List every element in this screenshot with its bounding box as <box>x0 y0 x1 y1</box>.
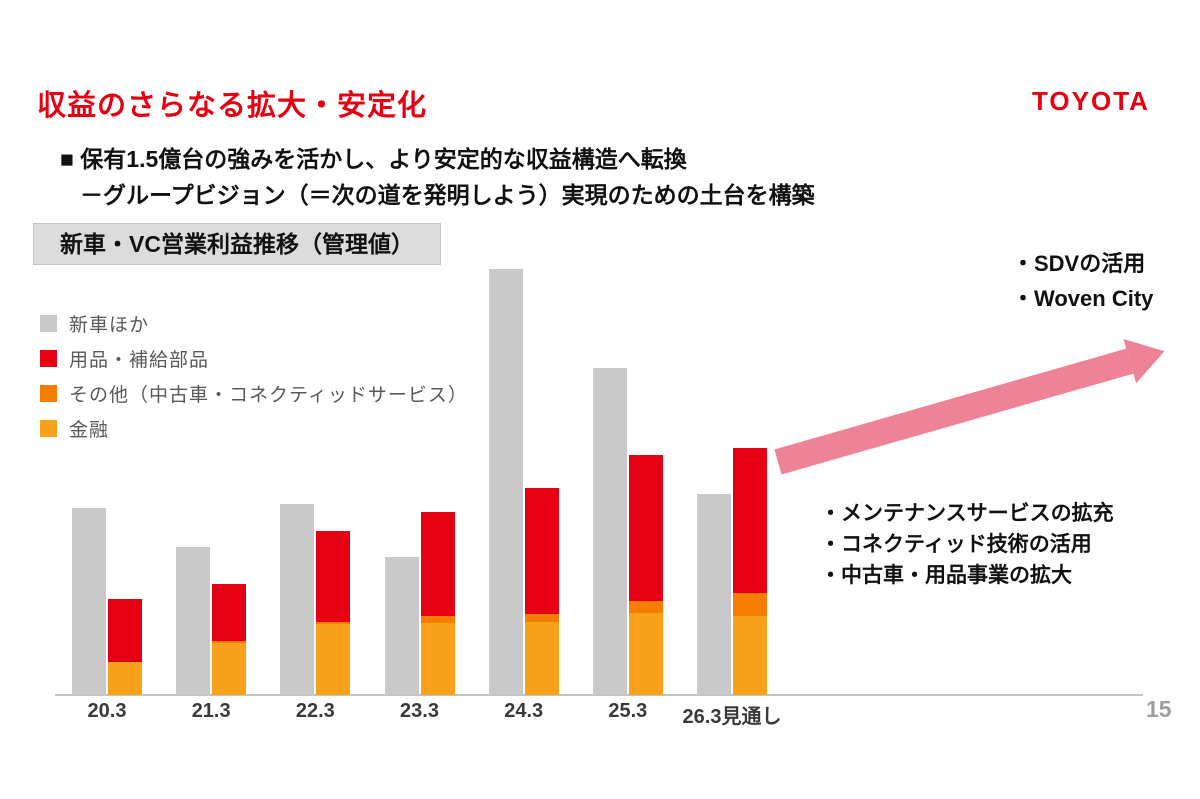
bar-newcar-21.3 <box>176 547 211 695</box>
annotation-used-car: ・中古車・用品事業の拡大 <box>820 564 1072 587</box>
legend-swatch-red <box>40 350 57 367</box>
legend-swatch-gray <box>40 315 57 332</box>
legend-label: 用品・補給部品 <box>69 350 210 371</box>
bar-segment-red-25.3 <box>628 455 663 601</box>
bar-newcar-24.3 <box>488 269 523 695</box>
bar-segment-red-20.3 <box>108 599 142 662</box>
x-axis-line <box>55 694 1143 696</box>
bar-segment-amber-24.3 <box>524 622 559 695</box>
growth-arrow <box>772 329 1171 484</box>
legend-label: その他（中古車・コネクティッドサービス） <box>69 385 468 406</box>
x-axis-label: 25.3 <box>608 700 648 722</box>
bar-segment-orange-23.3 <box>420 616 455 623</box>
legend-swatch-amber <box>40 420 57 437</box>
bar-segment-orange-25.3 <box>628 601 663 613</box>
bar-segment-orange-26.3見通し <box>733 593 768 616</box>
annotation-top-right: ・SDVの活用 ・Woven City <box>1012 246 1153 316</box>
bar-newcar-20.3 <box>72 508 106 695</box>
bar-segment-amber-22.3 <box>316 624 351 695</box>
bar-segment-orange-24.3 <box>524 614 559 622</box>
bar-segment-amber-25.3 <box>628 613 663 695</box>
legend-item: 用品・補給部品 <box>40 341 468 376</box>
bar-newcar-23.3 <box>384 557 419 695</box>
bar-segment-red-26.3見通し <box>733 448 768 593</box>
legend-label: 金融 <box>69 420 110 441</box>
bar-segment-red-23.3 <box>420 512 455 616</box>
annotation-woven-city: ・Woven City <box>1012 286 1154 311</box>
key-message-line-1: ■ 保有1.5億台の強みを活かし、より安定的な収益構造へ転換 <box>60 146 687 172</box>
legend-label: 新車ほか <box>69 315 150 336</box>
key-message-line-2: －グループビジョン（＝次の道を発明しよう）実現のための土台を構築 <box>80 182 815 208</box>
bar-newcar-22.3 <box>280 504 315 695</box>
x-axis-label: 22.3 <box>295 700 335 722</box>
x-axis-label: 26.3見通し <box>682 706 782 728</box>
chart-title-badge: 新車・VC営業利益推移（管理値） <box>33 223 441 265</box>
bar-segment-amber-23.3 <box>420 623 455 695</box>
x-axis-label: 24.3 <box>504 700 544 722</box>
bar-newcar-26.3見通し <box>697 494 732 695</box>
bar-segment-amber-26.3見通し <box>733 616 768 695</box>
x-axis-label: 23.3 <box>400 700 439 722</box>
legend-item: 金融 <box>40 411 468 446</box>
bar-segment-red-21.3 <box>212 584 247 641</box>
legend-swatch-orange <box>40 385 57 402</box>
x-axis-label: 20.3 <box>87 700 127 722</box>
annotation-bottom-right: ・メンテナンスサービスの拡充 ・コネクティッド技術の活用 ・中古車・用品事業の拡… <box>820 498 1114 591</box>
page-title: 収益のさらなる拡大・安定化 <box>37 90 428 122</box>
bar-segment-orange-21.3 <box>212 641 247 643</box>
toyota-logo: TOYOTA <box>1032 86 1150 116</box>
bar-newcar-25.3 <box>592 368 627 695</box>
annotation-sdv: ・SDVの活用 <box>1012 251 1146 276</box>
chart-legend: 新車ほか用品・補給部品その他（中古車・コネクティッドサービス） 金融 <box>40 306 468 446</box>
legend-item: 新車ほか <box>40 306 468 341</box>
bar-segment-red-24.3 <box>524 488 559 614</box>
legend-item: その他（中古車・コネクティッドサービス） <box>40 376 468 411</box>
bar-segment-amber-20.3 <box>108 662 142 695</box>
growth-arrow-head <box>1123 329 1171 384</box>
bar-segment-amber-21.3 <box>212 643 247 695</box>
bar-segment-orange-22.3 <box>316 622 351 624</box>
page-number: 15 <box>1146 696 1172 722</box>
annotation-connected: ・コネクティッド技術の活用 <box>820 533 1092 556</box>
annotation-maintenance: ・メンテナンスサービスの拡充 <box>820 502 1114 525</box>
bar-segment-red-22.3 <box>316 531 351 622</box>
growth-arrow-body <box>774 348 1134 475</box>
x-axis-label: 21.3 <box>191 700 231 722</box>
